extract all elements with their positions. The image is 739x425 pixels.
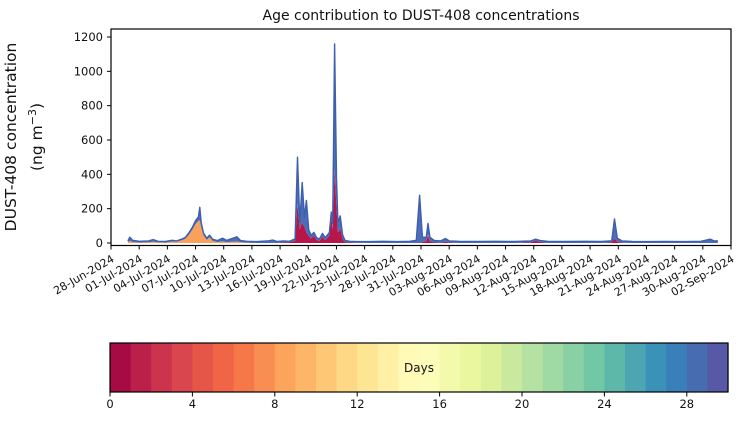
colorbar-segment: [171, 343, 193, 392]
colorbar-segment: [625, 343, 647, 392]
colorbar-segment: [666, 343, 688, 392]
area-age-young: [127, 168, 718, 243]
colorbar-segment: [254, 343, 276, 392]
total-concentration-line: [127, 43, 718, 243]
y-tick-label: 400: [81, 167, 103, 181]
colorbar-segment: [419, 343, 441, 392]
colorbar-segment: [316, 343, 338, 392]
colorbar-tick-label: 28: [679, 397, 694, 411]
colorbar-tick-label: 20: [515, 397, 530, 411]
y-tick-label: 1000: [74, 64, 103, 78]
colorbar: 0 4 8 12 16 20 24 28: [106, 342, 729, 411]
colorbar-segment: [645, 343, 667, 392]
plot-area: 02004006008001000120028-Jun-202401-Jul-2…: [51, 28, 737, 299]
ylabel-superscript: −3: [26, 109, 39, 125]
ylabel-units-suffix: ): [28, 103, 46, 109]
area-age-old: [127, 43, 718, 244]
colorbar-segment: [542, 343, 564, 392]
colorbar-tick-label: 24: [597, 397, 612, 411]
y-axis-label-line1: DUST-408 concentration: [2, 43, 20, 232]
y-tick-label: 0: [96, 236, 103, 250]
colorbar-tick-label: 12: [350, 397, 365, 411]
colorbar-segment: [583, 343, 605, 392]
colorbar-segment: [522, 343, 544, 392]
colorbar-segment: [213, 343, 235, 392]
colorbar-segment: [130, 343, 152, 392]
colorbar-border: [109, 342, 729, 393]
colorbar-segment: [295, 343, 317, 392]
colorbar-segment: [233, 343, 255, 392]
y-tick-label: 1200: [74, 30, 103, 44]
colorbar-tick-label: 16: [432, 397, 447, 411]
colorbar-segment: [192, 343, 214, 392]
colorbar-segment: [151, 343, 173, 392]
colorbar-segment: [357, 343, 379, 392]
colorbar-tick-label: 0: [106, 397, 113, 411]
colorbar-segment: [707, 343, 729, 392]
colorbar-segment: [336, 343, 358, 392]
colorbar-segment: [439, 343, 461, 392]
colorbar-segment: [460, 343, 482, 392]
colorbar-segment: [480, 343, 502, 392]
chart-title: Age contribution to DUST-408 concentrati…: [263, 8, 580, 24]
colorbar-segment: [501, 343, 523, 392]
colorbar-label: Days: [404, 361, 434, 375]
y-axis-label-line2: (ng m−3): [26, 103, 46, 171]
area-age-mid: [127, 168, 718, 243]
colorbar-segment: [274, 343, 296, 392]
colorbar-segment: [377, 343, 399, 392]
colorbar-segment: [686, 343, 708, 392]
colorbar-segment: [563, 343, 585, 392]
colorbar-segment: [398, 343, 420, 392]
y-tick-label: 800: [81, 99, 103, 113]
colorbar-segment: [604, 343, 626, 392]
ylabel-units-prefix: (ng m: [28, 125, 46, 171]
colorbar-tick-label: 8: [271, 397, 278, 411]
y-tick-label: 600: [81, 133, 103, 147]
colorbar-segment: [110, 343, 132, 392]
y-tick-label: 200: [81, 202, 103, 216]
colorbar-tick-label: 4: [189, 397, 196, 411]
y-axis-label: DUST-408 concentration (ng m−3): [2, 43, 46, 232]
